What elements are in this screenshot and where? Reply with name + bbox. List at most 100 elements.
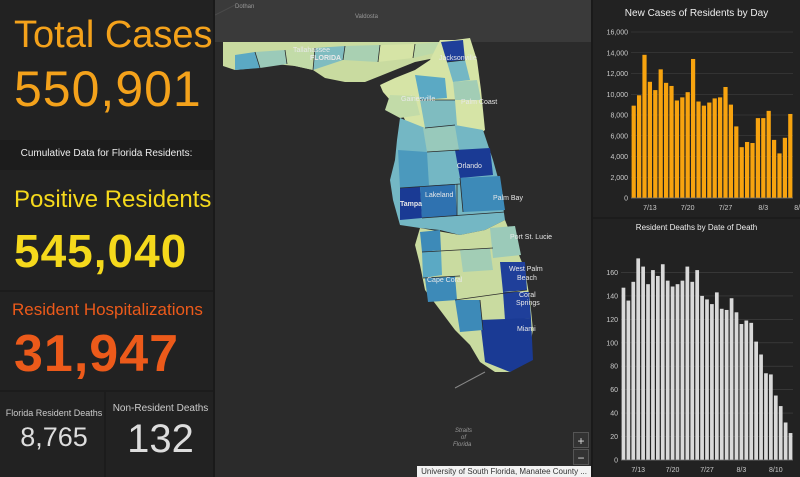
new-cases-bar[interactable] [755,118,760,198]
new-cases-bar[interactable] [734,126,739,198]
deaths-bar[interactable] [764,373,768,460]
new-cases-chart-title: New Cases of Residents by Day [624,8,769,19]
new-cases-bar[interactable] [642,54,647,199]
new-cases-bar[interactable] [664,82,669,198]
deaths-bar[interactable] [719,308,724,460]
new-cases-bar[interactable] [691,58,696,198]
new-cases-bar[interactable] [685,92,690,198]
deaths-y-tick-label: 120 [606,317,618,324]
deaths-bar[interactable] [710,304,714,460]
new-cases-bar[interactable] [647,81,652,198]
new-cases-bar[interactable] [631,105,636,198]
deaths-bar[interactable] [739,324,744,460]
new-cases-bar[interactable] [772,139,777,198]
deaths-x-tick-label: 7/13 [631,467,645,474]
deaths-bar[interactable] [636,258,641,460]
county [313,46,345,70]
new-cases-bar[interactable] [680,97,685,198]
deaths-bar[interactable] [759,354,763,461]
new-cases-bar[interactable] [766,110,771,198]
county [490,226,521,258]
map-label-florida: FLORIDA [310,55,341,62]
new-cases-bar[interactable] [712,98,717,198]
deaths-bar[interactable] [690,281,695,460]
deaths-bar[interactable] [734,312,739,460]
new-cases-bar[interactable] [669,85,674,198]
deaths-bar[interactable] [680,280,685,460]
deaths-y-tick-label: 100 [606,340,618,347]
new-cases-bar[interactable] [707,102,712,198]
new-cases-bar[interactable] [718,97,723,198]
deaths-bar[interactable] [773,395,778,460]
new-cases-bar[interactable] [750,143,755,198]
map-label-jacksonville: Jacksonville [439,55,477,62]
new-cases-bar[interactable] [696,101,701,198]
new-cases-bar[interactable] [653,90,658,198]
deaths-bar[interactable] [621,287,626,460]
new-cases-x-tick-label: 8/3 [758,205,768,212]
deaths-x-tick-label: 8/3 [737,467,747,474]
deaths-bar[interactable] [788,433,793,460]
county-polk [420,184,457,218]
map-attribution[interactable]: University of South Florida, Manatee Cou… [417,466,591,477]
positive-residents-label: Positive Residents [14,186,212,213]
deaths-bar[interactable] [665,280,670,460]
county-orange [455,148,493,178]
deaths-bar[interactable] [749,322,754,460]
deaths-bar[interactable] [695,270,700,460]
deaths-bar[interactable] [700,295,704,460]
new-cases-bar[interactable] [782,137,787,198]
new-cases-bar[interactable] [777,153,782,198]
zoom-in-button[interactable]: + [573,432,589,448]
deaths-bar[interactable] [670,286,675,460]
deaths-bar[interactable] [651,270,655,460]
deaths-chart-title: Resident Deaths by Date of Death [635,223,758,232]
deaths-bar[interactable] [641,266,645,460]
fl-deaths-label: Florida Resident Deaths [5,408,103,418]
deaths-bar[interactable] [656,275,660,460]
zoom-out-button[interactable]: − [573,449,589,465]
deaths-bar[interactable] [631,281,636,460]
new-cases-bar[interactable] [761,118,766,198]
deaths-bar[interactable] [744,320,749,460]
new-cases-x-tick-label: 7/27 [719,205,733,212]
florida-map[interactable]: Dothan Valdosta Tallahassee FLORIDA Jack… [215,0,591,477]
deaths-y-tick-label: 0 [614,458,618,465]
new-cases-bar[interactable] [637,95,642,198]
new-cases-bar[interactable] [723,86,728,198]
new-cases-bar[interactable] [658,69,663,198]
deaths-bar[interactable] [778,406,783,460]
deaths-y-tick-label: 20 [610,434,618,441]
deaths-bar[interactable] [729,298,734,460]
map-label-gainesville: Gainesville [401,96,435,103]
county [413,42,441,58]
map-label-palm-bay: Palm Bay [493,195,523,202]
deaths-bar[interactable] [685,266,690,460]
deaths-bar[interactable] [724,309,729,460]
deaths-bar[interactable] [769,374,773,460]
new-cases-y-tick-label: 16,000 [607,30,629,37]
county-brevard [460,176,505,212]
positive-residents-card: Positive Residents 545,040 [0,170,213,290]
new-cases-bar[interactable] [739,147,744,198]
deaths-bar[interactable] [783,422,788,460]
deaths-bar[interactable] [646,284,650,460]
deaths-chart-svg: 0 20 40 60 80 100 120 140 160 7/13 7/20 7/27 8/3 8/10 [606,258,793,474]
deaths-bar[interactable] [705,299,709,460]
new-cases-bar[interactable] [728,104,733,198]
deaths-bar[interactable] [626,300,631,460]
map-label-tallahassee: Tallahassee [293,47,330,54]
new-cases-bar[interactable] [788,113,793,198]
new-cases-bar[interactable] [674,100,679,198]
deaths-bar[interactable] [660,264,665,460]
new-cases-y-tick-label: 2,000 [610,175,628,182]
deaths-bar[interactable] [754,341,758,460]
deaths-bar[interactable] [714,292,719,460]
deaths-bar[interactable] [675,284,680,460]
new-cases-x-tick-label: 7/20 [681,205,695,212]
new-cases-bar[interactable] [701,105,706,198]
map-label-miami: Miami [517,326,536,333]
nonres-deaths-label: Non-Resident Deaths [112,403,209,414]
new-cases-bar[interactable] [745,141,750,198]
county [420,100,457,128]
